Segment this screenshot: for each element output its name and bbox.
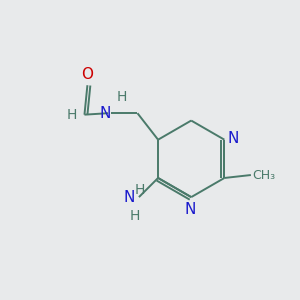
Text: CH₃: CH₃ [252,169,275,182]
Text: N: N [228,131,239,146]
Text: H: H [134,183,145,197]
Text: H: H [117,90,127,104]
Text: O: O [81,67,93,82]
Text: H: H [129,209,140,223]
Text: N: N [100,106,111,121]
Text: N: N [184,202,195,217]
Text: H: H [67,108,77,122]
Text: N: N [123,190,134,205]
